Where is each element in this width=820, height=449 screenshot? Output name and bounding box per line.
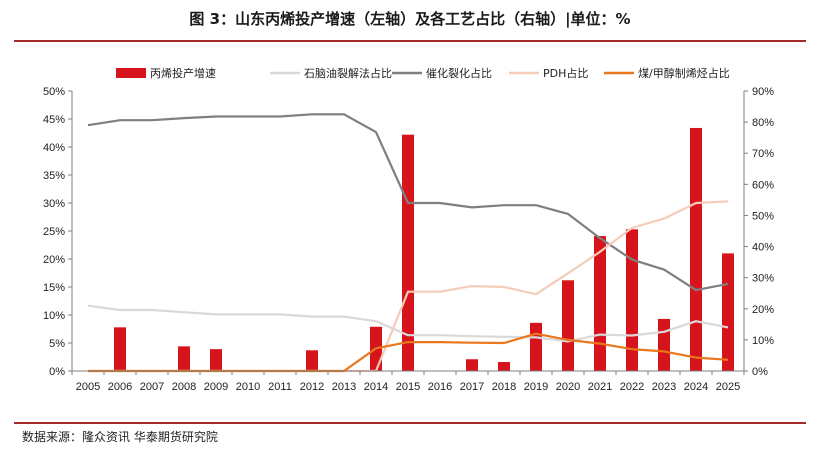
right-tick-label: 30%: [752, 273, 774, 285]
left-tick-label: 10%: [43, 310, 65, 322]
title-divider: [14, 40, 806, 42]
right-tick-label: 40%: [752, 242, 774, 254]
legend-label: 煤/甲醇制烯烃占比: [638, 66, 730, 80]
bar: [722, 253, 734, 371]
x-tick-label: 2013: [332, 381, 356, 393]
left-tick-label: 45%: [43, 114, 65, 126]
x-tick-label: 2018: [492, 381, 516, 393]
x-tick-label: 2023: [652, 381, 676, 393]
left-tick-label: 25%: [43, 226, 65, 238]
bar: [466, 359, 478, 371]
right-tick-label: 10%: [752, 335, 774, 347]
left-tick-label: 35%: [43, 170, 65, 182]
x-tick-label: 2007: [140, 381, 164, 393]
x-tick-label: 2014: [364, 381, 388, 393]
series-line: [87, 113, 729, 292]
legend: 丙烯投产增速 石脑油裂解法占比 催化裂化占比 PDH占比 煤/甲醇制烯烃占比: [116, 66, 730, 80]
left-tick-label: 5%: [49, 338, 65, 350]
right-axis: 0% 10% 20% 30% 40% 50% 60% 70% 80% 90%: [743, 86, 774, 378]
x-tick-label: 2025: [716, 381, 740, 393]
legend-swatch: [116, 68, 146, 78]
right-tick-label: 90%: [752, 86, 774, 98]
right-tick-label: 60%: [752, 179, 774, 191]
x-tick-label: 2015: [396, 381, 420, 393]
source-note: 数据来源：隆众资讯 华泰期货研究院: [22, 430, 218, 444]
left-tick-label: 20%: [43, 254, 65, 266]
x-tick-label: 2010: [236, 381, 260, 393]
x-tick-label: 2021: [588, 381, 612, 393]
legend-label: 石脑油裂解法占比: [304, 66, 392, 80]
bar: [114, 327, 126, 371]
left-axis: 0% 5% 10% 15% 20% 25% 30% 35% 40% 45% 50%: [43, 86, 73, 378]
x-tick-label: 2011: [268, 381, 292, 393]
right-tick-label: 0%: [752, 366, 768, 378]
bar: [658, 318, 670, 371]
series-line: [87, 304, 729, 343]
x-tick-label: 2020: [556, 381, 580, 393]
left-tick-label: 30%: [43, 198, 65, 210]
bar: [530, 322, 542, 371]
footer-divider: [14, 422, 806, 424]
x-tick-label: 2012: [300, 381, 324, 393]
right-tick-label: 50%: [752, 210, 774, 222]
x-tick-label: 2017: [460, 381, 484, 393]
left-tick-label: 50%: [43, 86, 65, 98]
x-tick-label: 2008: [172, 381, 196, 393]
x-tick-label: 2024: [684, 381, 708, 393]
bar: [562, 280, 574, 371]
legend-label: PDH占比: [543, 66, 588, 80]
x-tick-label: 2016: [428, 381, 452, 393]
x-tick-label: 2005: [76, 381, 100, 393]
bar: [210, 349, 222, 371]
bar: [498, 362, 510, 371]
bar: [690, 127, 702, 372]
bar: [306, 350, 318, 371]
bar: [594, 236, 606, 371]
left-tick-label: 40%: [43, 142, 65, 154]
right-tick-label: 80%: [752, 117, 774, 129]
x-tick-label: 2022: [620, 381, 644, 393]
bar: [178, 346, 190, 371]
x-tick-label: 2019: [524, 381, 548, 393]
x-tick-label: 2006: [108, 381, 132, 393]
left-tick-label: 15%: [43, 282, 65, 294]
left-tick-label: 0%: [49, 366, 65, 378]
legend-label: 催化裂化占比: [426, 66, 492, 80]
chart-title: 图 3：山东丙烯投产增速（左轴）及各工艺占比（右轴）|单位：%: [189, 10, 631, 28]
right-tick-label: 20%: [752, 304, 774, 316]
legend-label: 丙烯投产增速: [150, 66, 216, 80]
x-axis: 2005 2006 2007 2008 2009 2010 2011 2012 2013 2014…: [71, 370, 745, 393]
right-tick-label: 70%: [752, 148, 774, 160]
x-tick-label: 2009: [204, 381, 228, 393]
